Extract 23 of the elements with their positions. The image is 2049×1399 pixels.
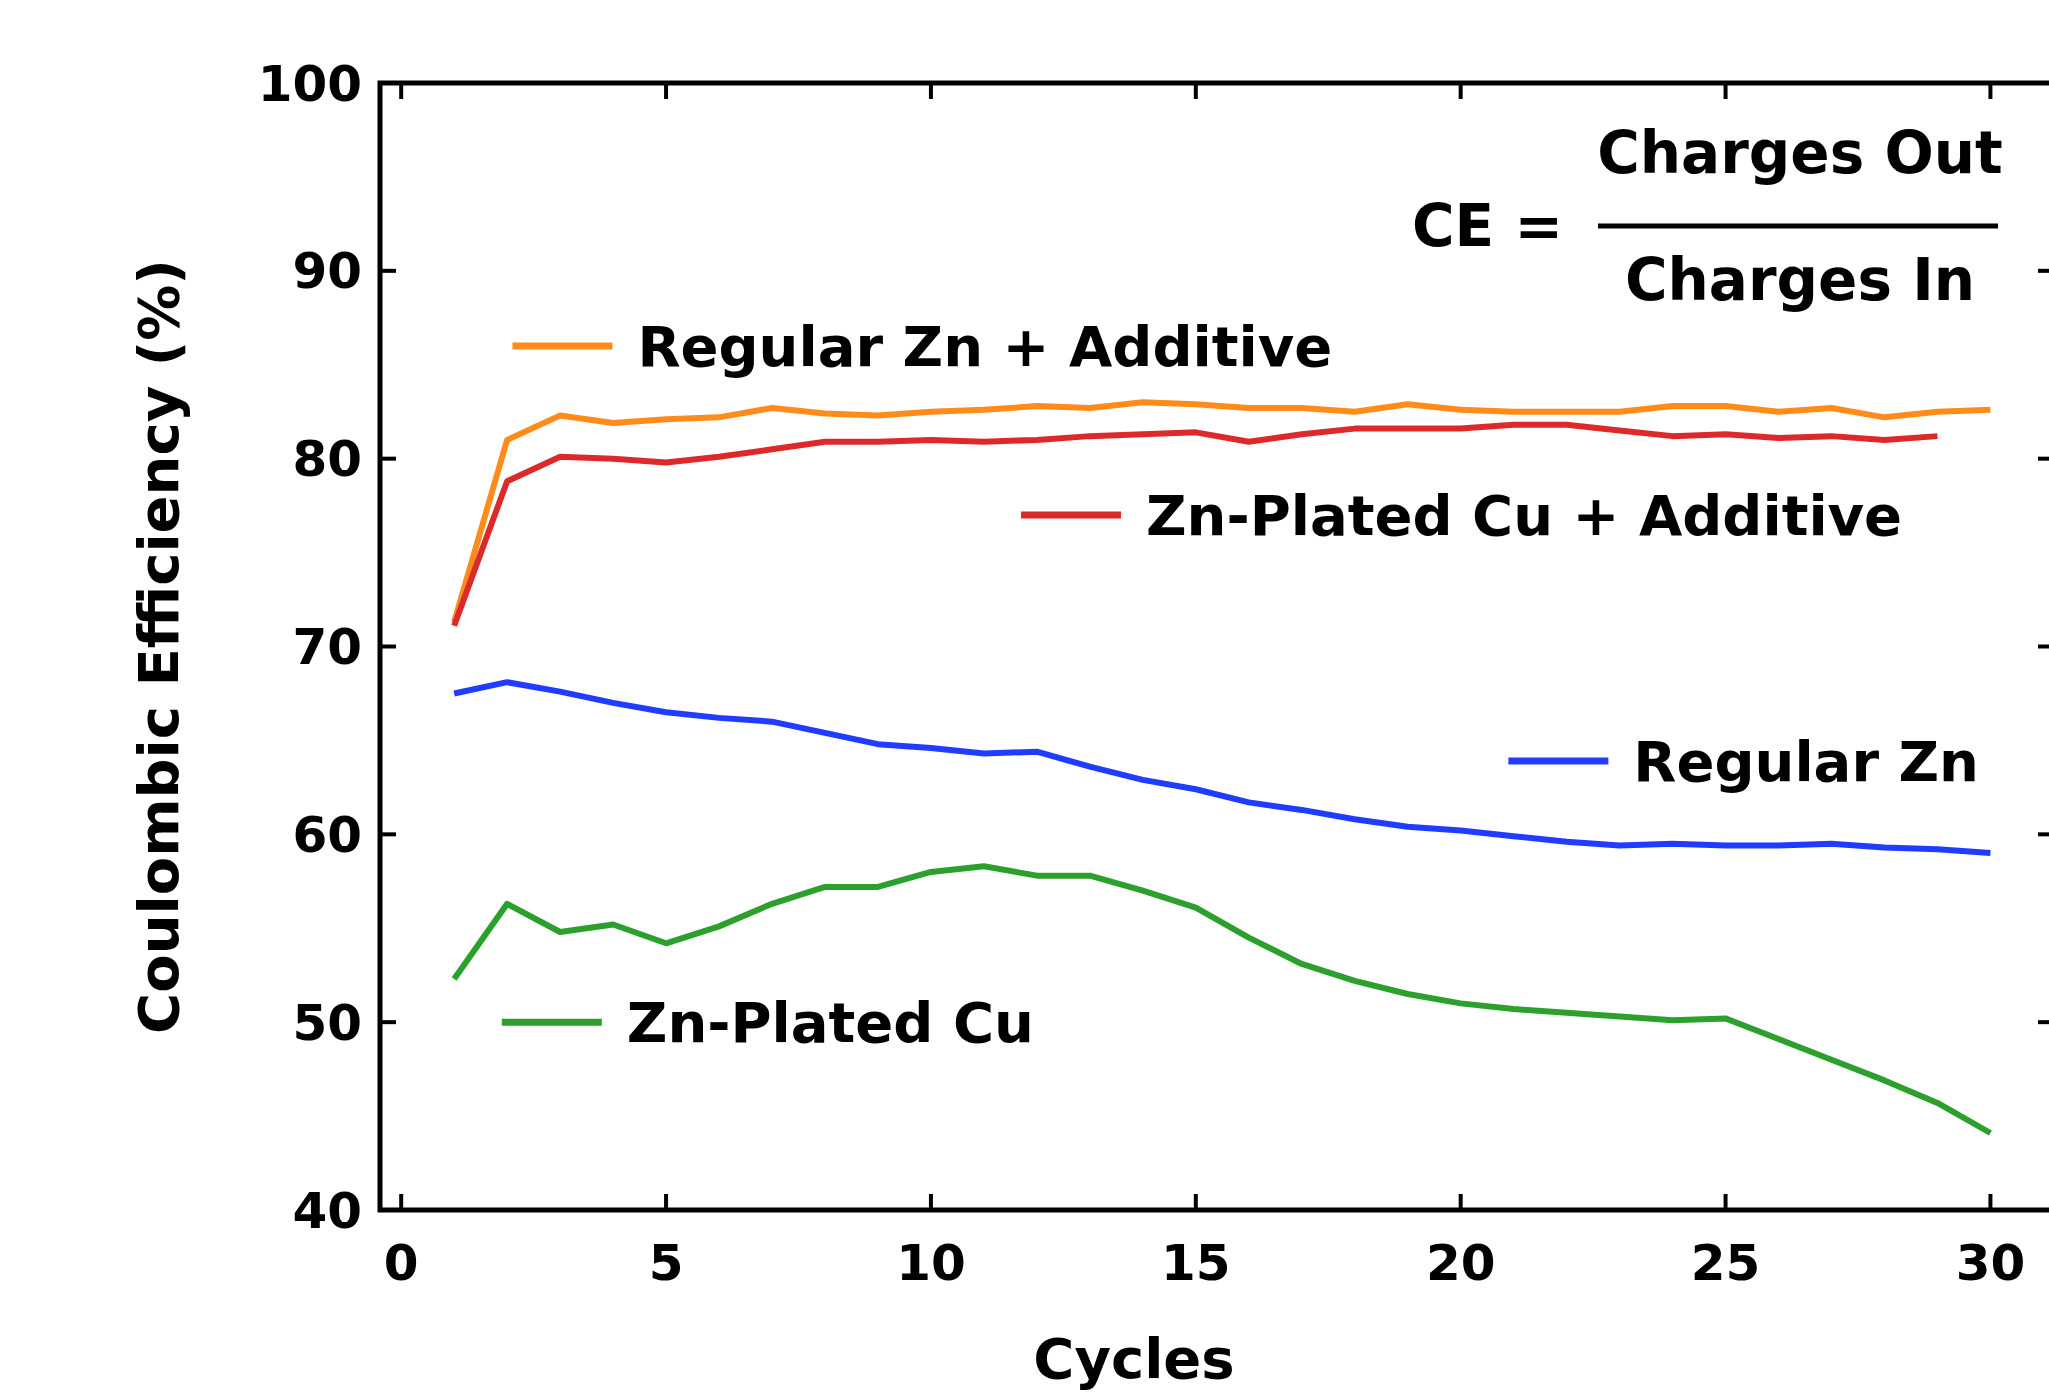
x-tick-label: 25	[1690, 1234, 1761, 1292]
legend-label: Zn-Plated Cu	[626, 989, 1034, 1055]
y-tick-label: 90	[292, 242, 362, 301]
y-tick-label: 60	[292, 805, 362, 864]
y-tick-label: 70	[292, 618, 362, 676]
legend-label: Zn-Plated Cu + Additive	[1145, 482, 1903, 548]
x-axis-title: Cycles	[1033, 1326, 1235, 1391]
legend-label: Regular Zn + Additive	[637, 313, 1333, 379]
y-tick-label: 100	[257, 54, 362, 113]
y-tick-label: 50	[292, 993, 362, 1052]
x-tick-label: 5	[648, 1234, 684, 1292]
y-tick-label: 80	[292, 430, 362, 489]
y-axis-title: Coulombic Efficiency (%)	[126, 259, 191, 1034]
x-tick-label: 10	[896, 1234, 966, 1292]
annotation: Charges In	[1624, 246, 1976, 314]
y-tick-label: 40	[292, 1181, 362, 1240]
legend-label: Regular Zn	[1633, 728, 1979, 794]
annotation: Charges Out	[1597, 119, 2003, 187]
x-tick-label: 15	[1161, 1234, 1231, 1292]
x-tick-label: 20	[1425, 1234, 1496, 1292]
x-tick-label: 0	[383, 1234, 419, 1292]
annotation: CE =	[1412, 192, 1563, 261]
x-tick-label: 30	[1955, 1234, 2026, 1292]
